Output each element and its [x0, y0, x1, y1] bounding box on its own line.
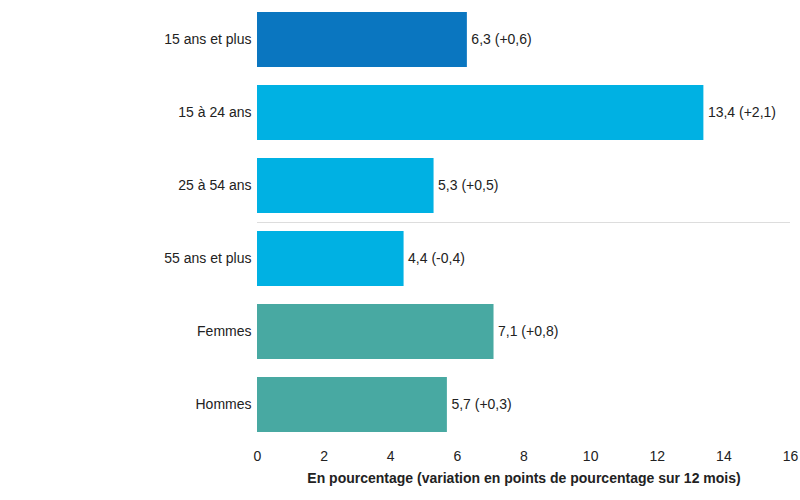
svg-text:8: 8 — [520, 448, 528, 464]
svg-text:6: 6 — [453, 448, 461, 464]
svg-text:25 à 54 ans: 25 à 54 ans — [178, 177, 251, 193]
svg-text:7,1 (+0,8): 7,1 (+0,8) — [498, 323, 558, 339]
svg-text:Femmes: Femmes — [197, 323, 251, 339]
svg-text:15 ans et plus: 15 ans et plus — [164, 31, 251, 47]
svg-text:2: 2 — [320, 448, 328, 464]
svg-text:16: 16 — [783, 448, 799, 464]
svg-text:14: 14 — [716, 448, 732, 464]
svg-text:5,3 (+0,5): 5,3 (+0,5) — [438, 177, 498, 193]
svg-text:4,4 (-0,4): 4,4 (-0,4) — [408, 250, 465, 266]
svg-text:55 ans et plus: 55 ans et plus — [164, 250, 251, 266]
svg-text:5,7 (+0,3): 5,7 (+0,3) — [451, 396, 511, 412]
svg-text:6,3 (+0,6): 6,3 (+0,6) — [471, 31, 531, 47]
svg-text:12: 12 — [649, 448, 665, 464]
svg-text:13,4 (+2,1): 13,4 (+2,1) — [708, 104, 776, 120]
svg-text:10: 10 — [583, 448, 599, 464]
svg-text:15 à 24 ans: 15 à 24 ans — [178, 104, 251, 120]
svg-text:4: 4 — [387, 448, 395, 464]
svg-text:Hommes: Hommes — [195, 396, 251, 412]
svg-text:En pourcentage (variation en p: En pourcentage (variation en points de p… — [307, 470, 740, 486]
svg-text:0: 0 — [254, 448, 262, 464]
